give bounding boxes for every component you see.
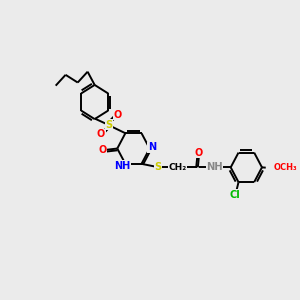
Text: S: S [155, 162, 162, 172]
Text: O: O [195, 148, 203, 158]
Text: OCH₃: OCH₃ [274, 164, 297, 172]
Text: Cl: Cl [230, 190, 241, 200]
Text: NH: NH [206, 162, 223, 172]
Text: CH₂: CH₂ [169, 163, 187, 172]
Text: O: O [98, 145, 106, 155]
Text: S: S [105, 120, 112, 130]
Text: O: O [97, 129, 105, 140]
Text: NH: NH [114, 160, 130, 171]
Text: N: N [148, 142, 156, 152]
Text: O: O [113, 110, 122, 120]
